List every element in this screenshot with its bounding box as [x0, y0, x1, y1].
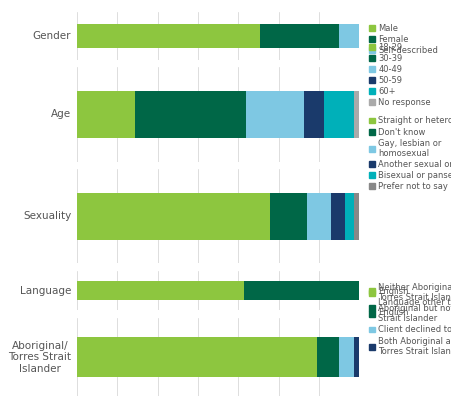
Bar — [135, 91, 245, 138]
Legend: English, Language other than
English: English, Language other than English — [368, 287, 451, 317]
Bar — [330, 192, 344, 240]
Legend: 18-29, 30-39, 40-49, 50-59, 60+, No response: 18-29, 30-39, 40-49, 50-59, 60+, No resp… — [368, 43, 430, 107]
Bar — [77, 337, 316, 377]
Bar — [324, 91, 353, 138]
Bar — [353, 91, 359, 138]
Bar — [307, 192, 330, 240]
Bar — [338, 24, 359, 48]
Bar — [339, 337, 353, 377]
Legend: Straight or heterosexual, Don't know, Gay, lesbian or
homosexual, Another sexual: Straight or heterosexual, Don't know, Ga… — [368, 116, 451, 191]
Bar — [260, 24, 338, 48]
Bar — [244, 281, 359, 301]
Bar — [304, 91, 324, 138]
Bar — [77, 91, 135, 138]
Bar — [77, 192, 269, 240]
Legend: Male, Female, Self-described: Male, Female, Self-described — [368, 24, 437, 55]
Bar — [344, 192, 353, 240]
Legend: Neither Aboriginal or
Torres Strait Islander, Aboriginal but not Torres
Strait I: Neither Aboriginal or Torres Strait Isla… — [368, 282, 451, 356]
Bar — [353, 192, 359, 240]
Bar — [77, 24, 260, 48]
Bar — [77, 281, 244, 301]
Bar — [316, 337, 339, 377]
Bar — [269, 192, 307, 240]
Bar — [245, 91, 304, 138]
Bar — [353, 337, 359, 377]
